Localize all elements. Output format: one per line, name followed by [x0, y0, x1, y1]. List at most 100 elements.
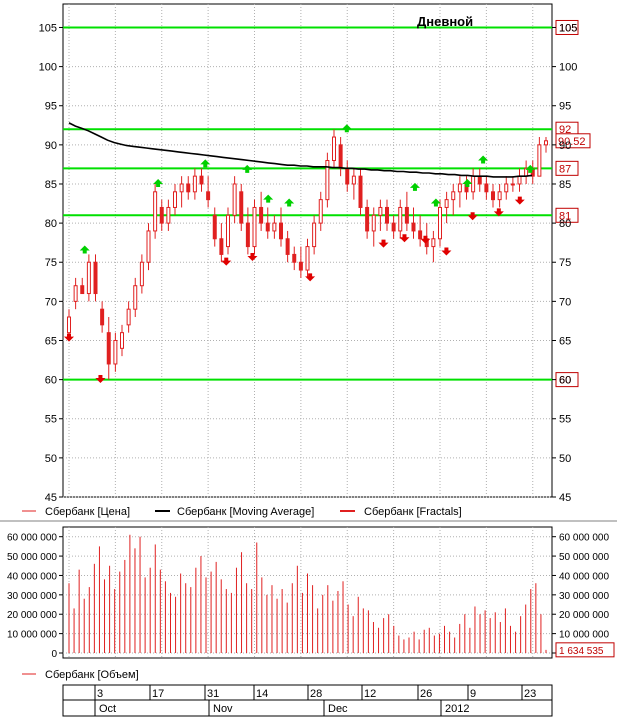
- candle-body: [431, 238, 436, 248]
- candle-body: [312, 222, 317, 248]
- moving-average-line: [68, 122, 533, 178]
- candle-body: [133, 285, 138, 310]
- volume-tick-label-right: 20 000 000: [559, 610, 609, 621]
- timeline-day-label: 28: [310, 688, 322, 700]
- candle-body: [206, 191, 211, 201]
- price-tick-label-left: 75: [45, 257, 57, 269]
- fractal-up-arrow: [79, 245, 90, 254]
- candle-body: [497, 191, 502, 201]
- volume-tick-label-left: 20 000 000: [7, 610, 57, 621]
- volume-tick-label-right: 50 000 000: [559, 552, 609, 563]
- price-tick-label-left: 90: [45, 140, 57, 152]
- volume-tick-label-right: 30 000 000: [559, 591, 609, 602]
- timeline-day-label: 12: [364, 688, 376, 700]
- level-label: 60: [559, 375, 571, 387]
- fractal-down-arrow: [420, 235, 431, 244]
- timeline-day-label: 17: [152, 688, 164, 700]
- candle-body: [504, 183, 509, 193]
- fractal-up-arrow: [409, 182, 420, 191]
- candle-body: [418, 230, 423, 240]
- price-tick-label-right: 55: [559, 414, 571, 426]
- volume-tick-label-left: 40 000 000: [7, 571, 57, 582]
- candle-body: [173, 191, 177, 208]
- candle-body: [438, 206, 442, 240]
- timeline-day-label: 3: [97, 688, 103, 700]
- fractal-up-arrow: [153, 178, 164, 187]
- candle-body: [298, 261, 303, 271]
- price-tick-label-left: 50: [45, 453, 57, 465]
- candle-body: [113, 339, 118, 365]
- candle-body: [73, 285, 78, 302]
- candle-body: [491, 191, 495, 201]
- last-volume-label: 1 634 535: [559, 646, 604, 657]
- candle-body: [126, 308, 131, 326]
- candle-body: [245, 222, 250, 248]
- level-label: 92: [559, 124, 571, 136]
- price-y-axis: 45 45 50 50 55 55 60 60 65 65 70 70 75 75 80 80 85 85 90 90…: [39, 22, 578, 504]
- price-tick-label-left: 95: [45, 101, 57, 113]
- volume-tick-label-left: 0: [51, 649, 57, 660]
- price-tick-label-right: 60: [559, 375, 571, 387]
- price-tick-label-right: 80: [559, 218, 571, 230]
- level-label-box: [555, 160, 579, 176]
- price-tick-label-right: 95: [559, 101, 571, 113]
- level-label-box: [555, 207, 579, 223]
- candle-body: [86, 261, 91, 295]
- fractal-down-arrow: [467, 212, 478, 221]
- fractal-up-arrow: [478, 155, 489, 164]
- volume-tick-label-left: 60 000 000: [7, 533, 57, 544]
- candle-body: [385, 206, 389, 224]
- candle-body: [226, 214, 230, 248]
- candle-body: [93, 261, 98, 295]
- price-tick-label-right: 50: [559, 453, 571, 465]
- candle-body: [351, 175, 356, 185]
- candle-body: [484, 183, 489, 193]
- price-tick-label-right: 100: [559, 62, 577, 74]
- price-tick-label-right: 45: [559, 492, 571, 504]
- candle-body: [510, 183, 515, 186]
- candle-body: [305, 246, 310, 271]
- fractal-down-arrow: [399, 234, 410, 243]
- candle-body: [265, 222, 270, 232]
- candle-body: [318, 199, 323, 224]
- fractal-up-arrow: [430, 198, 441, 207]
- fractal-up-arrow: [200, 159, 211, 168]
- timeline-month-label: Oct: [99, 703, 116, 715]
- candle-body: [166, 206, 171, 224]
- candle-body: [325, 160, 330, 201]
- candle-body: [444, 199, 449, 208]
- candle-body: [239, 191, 244, 224]
- price-tick-label-right: 65: [559, 335, 571, 347]
- candle-body: [537, 144, 542, 177]
- candle-body: [398, 206, 403, 232]
- volume-tick-label-right: 60 000 000: [559, 533, 609, 544]
- candle-body: [279, 222, 283, 240]
- volume-tick-label-right: 10 000 000: [559, 630, 609, 641]
- candle-body: [378, 206, 383, 216]
- timeline-day-label: 26: [420, 688, 432, 700]
- candle-body: [192, 175, 197, 193]
- candle-body: [477, 175, 482, 185]
- legend-ma-label: Сбербанк [Moving Average]: [177, 506, 314, 518]
- level-label: 81: [559, 210, 571, 222]
- volume-tick-label-left: 10 000 000: [7, 630, 57, 641]
- candle-body: [67, 316, 71, 334]
- candle-body: [252, 206, 257, 248]
- price-tick-label-right: 105: [559, 22, 577, 34]
- fractal-down-arrow: [64, 333, 74, 342]
- candle-body: [179, 183, 184, 193]
- timeline-month-label: 2012: [445, 703, 469, 715]
- fractal-up-arrow: [525, 164, 536, 173]
- price-tick-label-left: 60: [45, 375, 57, 387]
- fractal-up-arrow: [462, 178, 473, 187]
- fractal-up-arrow: [284, 198, 295, 207]
- price-tick-label-left: 45: [45, 492, 57, 504]
- candle-body: [404, 206, 409, 224]
- timeline-day-label: 9: [470, 688, 476, 700]
- timeline-day-label: 23: [524, 688, 536, 700]
- fractal-up-arrow: [263, 194, 274, 203]
- legend-fractals-label: Сбербанк [Fractals]: [364, 506, 462, 518]
- volume-tick-label-left: 30 000 000: [7, 591, 57, 602]
- candle-body: [544, 140, 548, 146]
